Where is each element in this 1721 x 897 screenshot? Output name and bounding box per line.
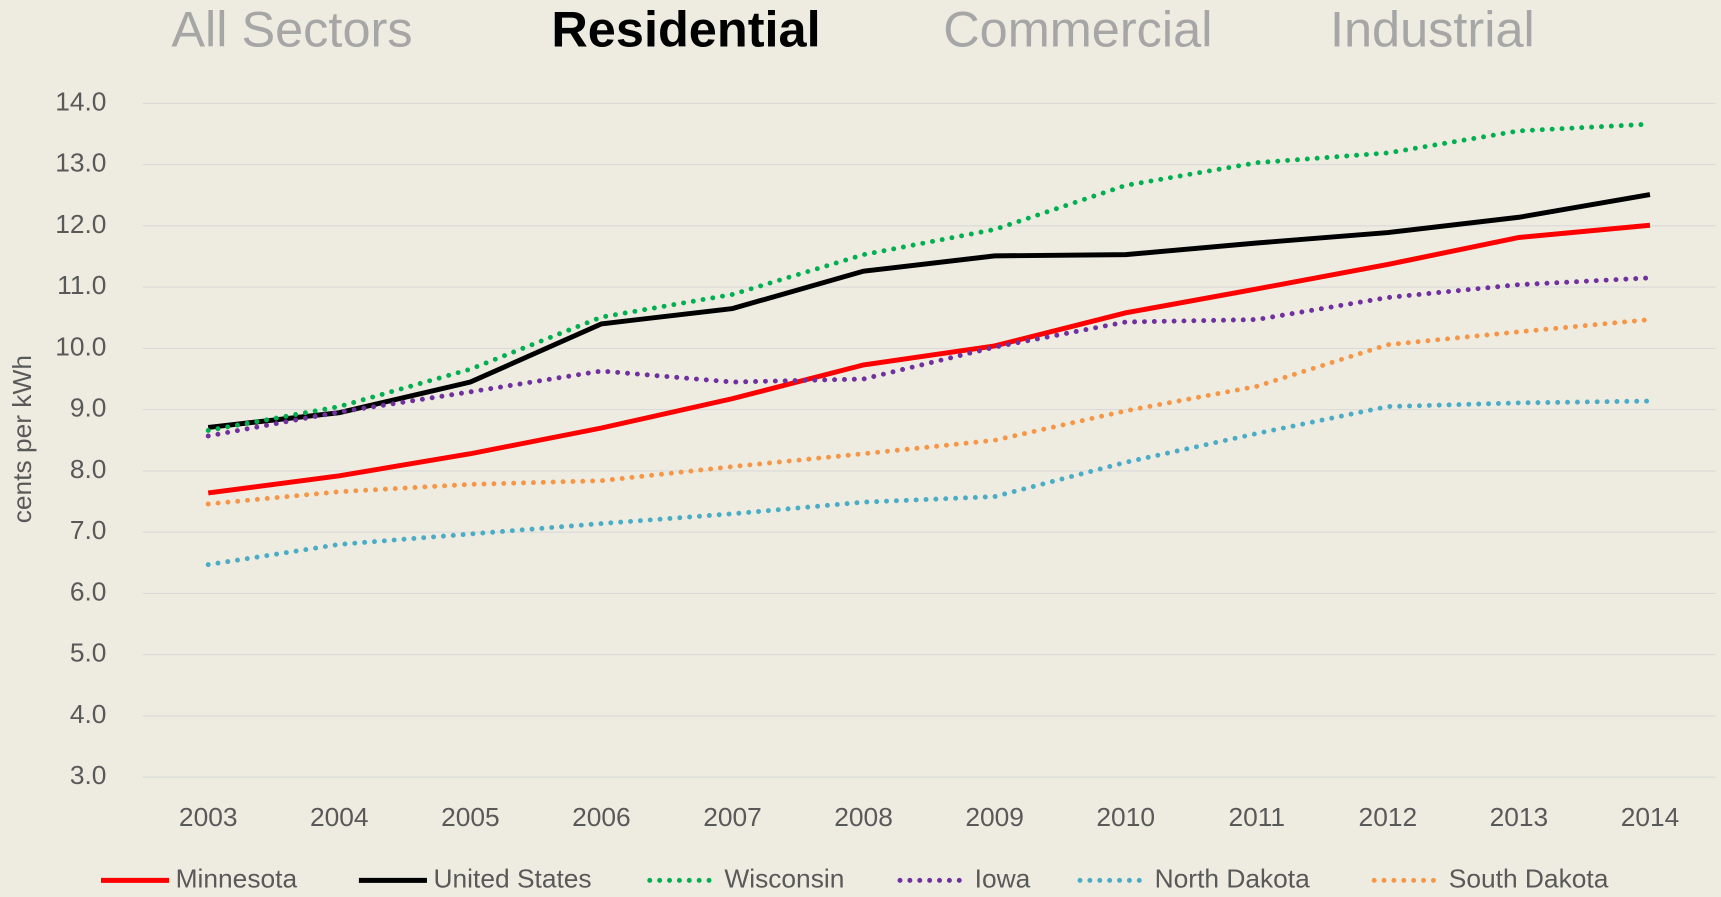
x-tick-label: 2005 — [441, 802, 500, 832]
sector-tab[interactable]: Residential — [551, 0, 820, 57]
y-tick-label: 14.0 — [55, 86, 106, 116]
y-axis-label: cents per kWh — [7, 355, 37, 523]
series-line — [207, 222, 1651, 496]
x-tick-label: 2007 — [703, 802, 762, 832]
y-tick-label: 7.0 — [70, 515, 107, 545]
legend-label: Iowa — [975, 863, 1031, 893]
series-line — [205, 317, 1653, 507]
y-tick-label: 12.0 — [55, 209, 106, 239]
y-tick-label: 5.0 — [70, 638, 107, 668]
legend-label: South Dakota — [1449, 863, 1609, 893]
x-tick-label: 2012 — [1359, 802, 1418, 832]
x-tick-label: 2008 — [834, 802, 893, 832]
y-tick-label: 6.0 — [70, 576, 107, 606]
y-tick-label: 11.0 — [57, 270, 106, 300]
x-tick-label: 2013 — [1490, 802, 1549, 832]
legend-label: Minnesota — [176, 863, 298, 893]
series-line — [205, 275, 1653, 439]
sector-tab[interactable]: Industrial — [1330, 0, 1535, 57]
sector-tab[interactable]: All Sectors — [171, 0, 412, 57]
y-tick-label: 13.0 — [55, 148, 106, 178]
y-tick-label: 10.0 — [55, 331, 106, 361]
x-tick-label: 2006 — [572, 802, 631, 832]
y-tick-label: 3.0 — [70, 760, 107, 790]
series-line — [205, 398, 1653, 568]
legend-label: United States — [434, 863, 592, 893]
x-tick-label: 2003 — [179, 802, 238, 832]
series-line — [207, 192, 1651, 430]
y-tick-label: 4.0 — [70, 699, 107, 729]
x-tick-label: 2014 — [1621, 802, 1680, 832]
y-tick-label: 8.0 — [70, 454, 107, 484]
sector-tab[interactable]: Commercial — [943, 0, 1212, 57]
x-tick-label: 2009 — [965, 802, 1024, 832]
series-line — [205, 121, 1653, 433]
x-tick-label: 2011 — [1228, 802, 1285, 832]
legend-label: North Dakota — [1155, 863, 1310, 893]
x-tick-label: 2004 — [310, 802, 369, 832]
legend-label: Wisconsin — [724, 863, 844, 893]
x-tick-label: 2010 — [1096, 802, 1155, 832]
y-tick-label: 9.0 — [70, 393, 107, 423]
